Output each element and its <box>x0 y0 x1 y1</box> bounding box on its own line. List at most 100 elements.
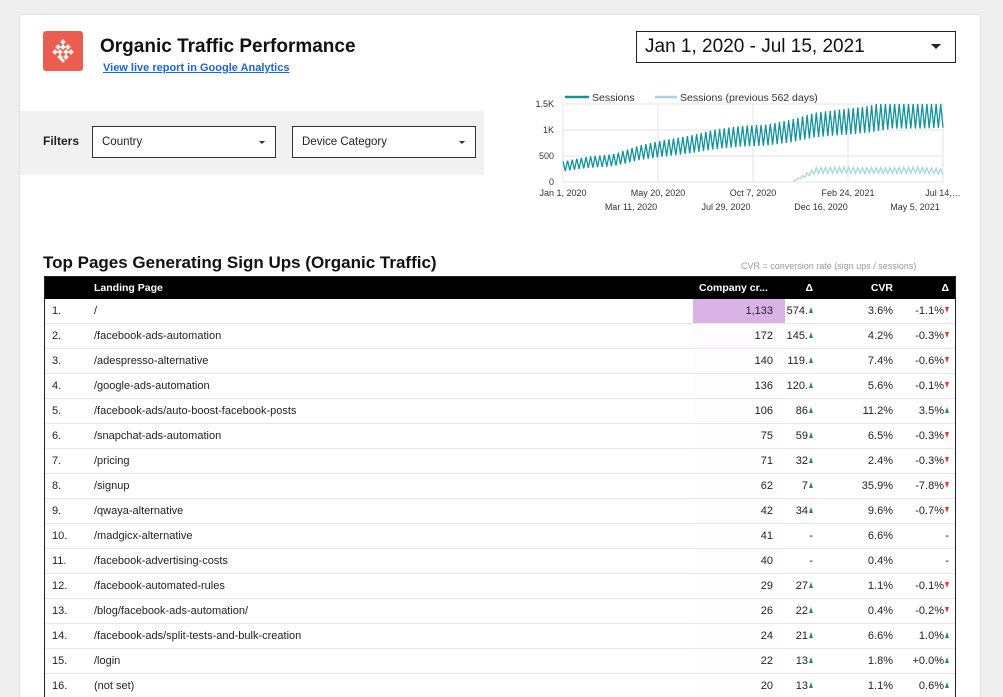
table-row[interactable]: 6. /snapchat-ads-automation 75 59 6.5% -0.3% <box>45 424 955 449</box>
arrow-up-icon <box>809 632 813 639</box>
arrow-up-icon <box>945 657 949 664</box>
cvr-note: CVR = conversion rate (sign ups / sessio… <box>741 261 917 271</box>
header-landing-page[interactable]: Landing Page <box>94 282 163 294</box>
cvr-cell: 6.6% <box>867 630 893 642</box>
signups-delta-cell: 119. <box>785 349 813 373</box>
arrow-down-icon <box>945 457 949 464</box>
dropdown-caret-icon <box>259 141 265 144</box>
table-row[interactable]: 15. /login 22 13 1.8% +0.0% <box>45 649 955 674</box>
table-row[interactable]: 14. /facebook-ads/split-tests-and-bulk-cr… <box>45 624 955 649</box>
table-row[interactable]: 7. /pricing 71 32 2.4% -0.3% <box>45 449 955 474</box>
row-index: 15. <box>52 655 68 667</box>
cvr-delta-cell: -0.1% <box>900 374 949 398</box>
table-row[interactable]: 1. / 1,133 574. 3.6% -1.1% <box>45 299 955 324</box>
signups-cell: 20 <box>760 680 773 692</box>
header-cvr[interactable]: CVR <box>870 282 893 294</box>
table-row[interactable]: 3. /adespresso-alternative 140 119. 7.4% -0.6… <box>45 349 955 374</box>
signups-cell: 1,133 <box>693 299 785 323</box>
cvr-cell: 6.6% <box>867 530 893 542</box>
cvr-delta-cell: -0.3% <box>900 324 949 348</box>
cvr-delta-cell: +0.0% <box>900 649 949 673</box>
arrow-up-icon <box>809 407 813 414</box>
row-index: 6. <box>52 430 62 442</box>
signups-cell: 26 <box>760 605 773 617</box>
row-index: 12. <box>52 580 68 592</box>
arrow-down-icon <box>945 432 949 439</box>
table-header: Landing Page Company cr... Δ CVR Δ <box>45 277 955 299</box>
x-tick-jan-2020: Jan 1, 2020 <box>539 188 586 198</box>
arrow-down-icon <box>945 507 949 514</box>
x-tick-may-2020: May 20, 2020 <box>631 188 686 198</box>
arrow-up-icon <box>809 432 813 439</box>
landing-page-cell: /snapchat-ads-automation <box>94 430 222 442</box>
cvr-cell: 0.4% <box>867 605 893 617</box>
cvr-delta-cell: -0.1% <box>900 574 949 598</box>
cvr-delta-cell: - <box>945 530 949 542</box>
arrow-up-icon <box>809 507 813 514</box>
signups-delta-cell: 21 <box>785 624 813 648</box>
sessions-chart: Sessions Sessions (previous 562 days) 1.… <box>535 92 960 212</box>
arrow-down-icon <box>945 582 949 589</box>
signups-delta-cell: 32 <box>785 449 813 473</box>
row-index: 16. <box>52 680 68 692</box>
landing-page-cell: / <box>94 305 98 317</box>
signups-delta-cell: 34 <box>785 499 813 523</box>
table-row[interactable]: 8. /signup 62 7 35.9% -7.8% <box>45 474 955 499</box>
signups-delta-cell: 86 <box>785 399 813 423</box>
cvr-delta-cell: -0.6% <box>900 349 949 373</box>
landing-page-cell: /facebook-ads/auto-boost-facebook-posts <box>94 405 297 417</box>
device-filter-label: Device Category <box>302 136 388 148</box>
device-category-filter[interactable]: Device Category <box>292 126 476 158</box>
x-tick-may-2021: May 5, 2021 <box>890 202 940 212</box>
app-logo <box>43 31 83 71</box>
signups-cell: 136 <box>693 374 785 398</box>
arrow-up-icon <box>809 482 813 489</box>
row-index: 1. <box>52 305 62 317</box>
signups-cell: 22 <box>760 655 773 667</box>
table-row[interactable]: 2. /facebook-ads-automation 172 145. 4.2% -0.… <box>45 324 955 349</box>
logo-icon <box>52 39 74 63</box>
row-index: 4. <box>52 380 62 392</box>
cvr-cell: 4.2% <box>867 330 893 342</box>
header-delta-cvr[interactable]: Δ <box>941 282 949 294</box>
table-title: Top Pages Generating Sign Ups (Organic T… <box>43 253 437 272</box>
cvr-cell: 0.4% <box>867 555 893 567</box>
table-row[interactable]: 16. (not set) 20 13 1.1% 0.6% <box>45 674 955 697</box>
cvr-delta-cell: 1.0% <box>900 624 949 648</box>
arrow-up-icon <box>945 682 949 689</box>
cvr-cell: 1.8% <box>867 655 893 667</box>
report-title: Organic Traffic Performance <box>100 36 356 57</box>
table-row[interactable]: 10. /madgicx-alternative 41 - 6.6% - <box>45 524 955 549</box>
table-row[interactable]: 12. /facebook-automated-rules 29 27 1.1% -0.1… <box>45 574 955 599</box>
arrow-up-icon <box>809 457 813 464</box>
signups-cell: 42 <box>760 505 773 517</box>
table-row[interactable]: 5. /facebook-ads/auto-boost-facebook-post… <box>45 399 955 424</box>
dropdown-caret-icon <box>459 141 465 144</box>
header-signups[interactable]: Company cr... <box>699 282 768 294</box>
header-delta-signups[interactable]: Δ <box>805 282 813 294</box>
date-range-picker[interactable]: Jan 1, 2020 - Jul 15, 2021 <box>636 31 956 63</box>
chevron-down-icon <box>931 44 941 49</box>
table-row[interactable]: 9. /qwaya-alternative 42 34 9.6% -0.7% <box>45 499 955 524</box>
landing-page-cell: /blog/facebook-ads-automation/ <box>94 605 249 617</box>
country-filter[interactable]: Country <box>92 126 276 158</box>
signups-cell: 172 <box>693 324 785 348</box>
signups-cell: 62 <box>760 480 773 492</box>
report-page: Organic Traffic Performance View live re… <box>20 15 980 697</box>
table-row[interactable]: 11. /facebook-advertising-costs 40 - 0.4% - <box>45 549 955 574</box>
landing-page-cell: /adespresso-alternative <box>94 355 209 367</box>
signups-delta-cell: - <box>809 530 813 542</box>
row-index: 5. <box>52 405 62 417</box>
signups-cell: 140 <box>693 349 785 373</box>
table-row[interactable]: 13. /blog/facebook-ads-automation/26 22 0.4… <box>45 599 955 624</box>
live-report-link[interactable]: View live report in Google Analytics <box>103 62 290 74</box>
cvr-delta-cell: - <box>945 555 949 567</box>
table-row[interactable]: 4. /google-ads-automation 136 120. 5.6% -0.1% <box>45 374 955 399</box>
arrow-up-icon <box>945 407 949 414</box>
landing-page-cell: (not set) <box>94 680 135 692</box>
arrow-up-icon <box>945 632 949 639</box>
country-filter-label: Country <box>102 136 143 148</box>
landing-page-cell: /facebook-ads/split-tests-and-bulk-creat… <box>94 630 302 642</box>
landing-page-cell: /signup <box>94 480 130 492</box>
y-tick-1500: 1.5K <box>535 99 554 109</box>
